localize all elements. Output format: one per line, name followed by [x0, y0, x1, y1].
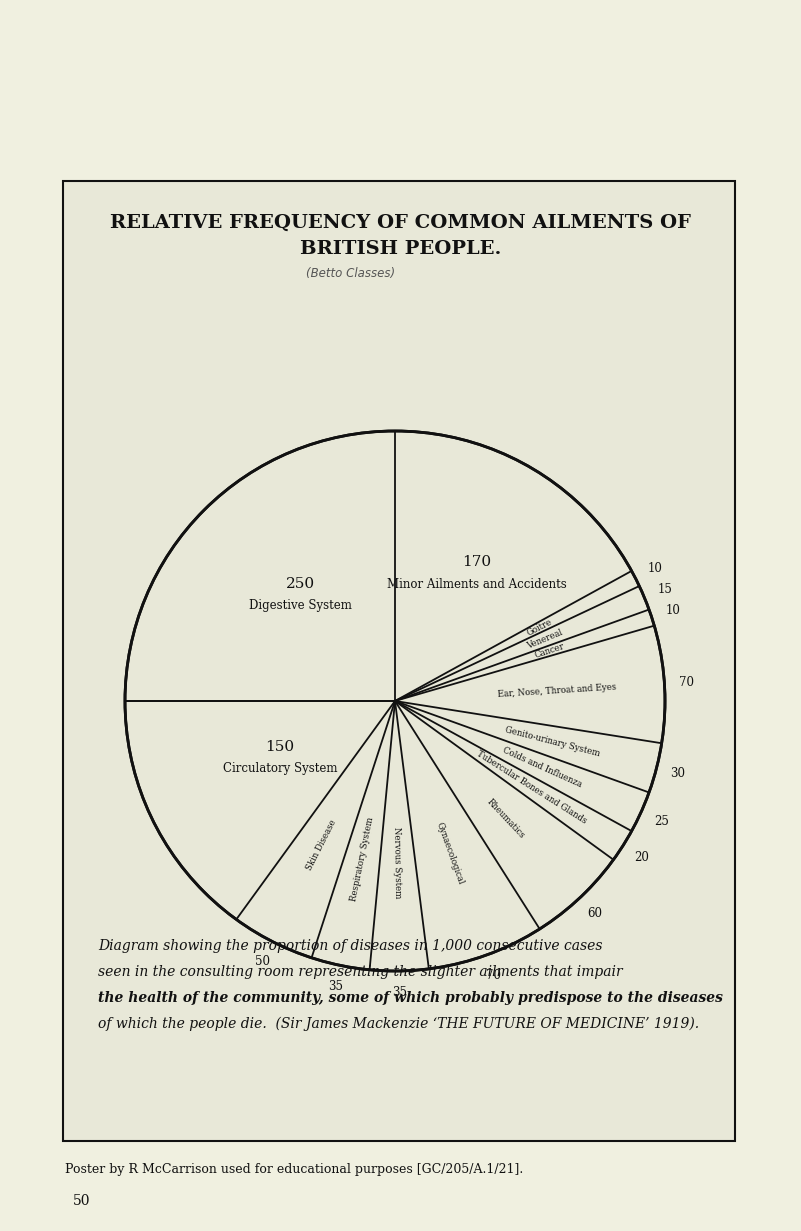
Text: 70: 70	[486, 969, 501, 982]
Text: (Betto Classes): (Betto Classes)	[306, 266, 395, 279]
Text: Poster by R McCarrison used for educational purposes [GC/205/A.1/21].: Poster by R McCarrison used for educatio…	[65, 1162, 523, 1176]
Text: 50: 50	[73, 1194, 91, 1208]
Text: the health of the community, some of which probably predispose to the diseases: the health of the community, some of whi…	[98, 991, 723, 1004]
Text: Venereal: Venereal	[525, 628, 564, 650]
Text: RELATIVE FREQUENCY OF COMMON AILMENTS OF: RELATIVE FREQUENCY OF COMMON AILMENTS OF	[110, 214, 691, 231]
Text: Colds and Influenza: Colds and Influenza	[501, 746, 584, 789]
Text: of which the people die.  (Sir James Mackenzie ‘THE FUTURE OF MEDICINE’ 1919).: of which the people die. (Sir James Mack…	[98, 1017, 699, 1032]
Text: 70: 70	[679, 676, 694, 689]
Text: seen in the consulting room representing the slighter ailments that impair: seen in the consulting room representing…	[98, 965, 622, 979]
Text: 10: 10	[666, 604, 680, 617]
Text: Genito-urinary System: Genito-urinary System	[504, 725, 600, 758]
Text: 20: 20	[634, 851, 649, 864]
Text: Digestive System: Digestive System	[249, 599, 352, 612]
Text: 50: 50	[255, 955, 270, 968]
Text: Cancer: Cancer	[533, 641, 566, 660]
Text: 30: 30	[670, 767, 686, 780]
Text: Circulatory System: Circulatory System	[223, 762, 337, 776]
Circle shape	[125, 431, 665, 971]
Text: Ear, Nose, Throat and Eyes: Ear, Nose, Throat and Eyes	[497, 683, 616, 699]
Text: Diagram showing the proportion of diseases in 1,000 consecutive cases: Diagram showing the proportion of diseas…	[98, 939, 602, 953]
Text: 35: 35	[328, 980, 344, 993]
Text: BRITISH PEOPLE.: BRITISH PEOPLE.	[300, 240, 501, 259]
Text: 170: 170	[462, 555, 491, 569]
Text: 35: 35	[392, 986, 407, 1000]
Text: 150: 150	[265, 740, 295, 753]
Text: Skin Disease: Skin Disease	[305, 819, 338, 873]
Text: Tubercular Bones and Glands: Tubercular Bones and Glands	[475, 750, 589, 826]
Text: 15: 15	[658, 582, 672, 596]
Text: 250: 250	[286, 576, 316, 591]
Text: Minor Ailments and Accidents: Minor Ailments and Accidents	[387, 577, 566, 591]
Text: 25: 25	[654, 815, 669, 827]
Text: Respiratory System: Respiratory System	[349, 817, 375, 902]
Text: Gynaecological: Gynaecological	[434, 821, 465, 886]
Text: Rheumatics: Rheumatics	[485, 798, 526, 841]
Text: Goitre: Goitre	[525, 617, 553, 638]
Text: Nervous System: Nervous System	[392, 827, 403, 899]
Text: 60: 60	[587, 907, 602, 921]
FancyBboxPatch shape	[63, 181, 735, 1141]
Text: 10: 10	[648, 561, 662, 575]
